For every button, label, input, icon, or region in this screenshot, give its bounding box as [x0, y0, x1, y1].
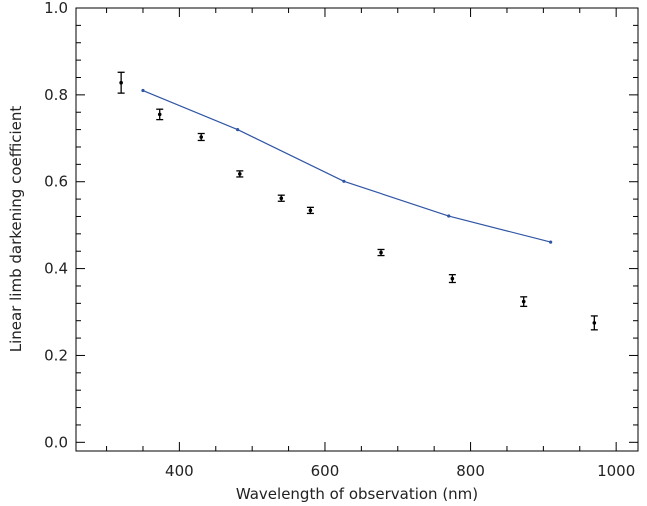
data-marks: [117, 71, 598, 331]
data-point: [521, 299, 526, 304]
data-point: [199, 135, 204, 139]
y-tick-label: 0.2: [44, 346, 68, 364]
x-tick-label: 600: [311, 462, 340, 480]
x-tick-label: 400: [165, 462, 194, 480]
axis-ticks: [76, 7, 638, 451]
data-point: [592, 321, 597, 325]
y-tick-label: 0.0: [44, 433, 68, 451]
model-point: [549, 240, 553, 244]
data-point: [279, 196, 284, 201]
model-point: [141, 88, 145, 93]
x-tick-label: 1000: [597, 462, 635, 480]
x-tick-label: 800: [456, 462, 485, 480]
y-axis-title: Linear limb darkening coefficient: [7, 106, 25, 353]
y-tick-label: 0.6: [44, 173, 68, 191]
y-tick-label: 0.4: [44, 260, 68, 278]
data-point: [379, 250, 383, 255]
model-point: [236, 128, 240, 132]
data-point: [119, 80, 123, 85]
model-point: [342, 179, 346, 183]
y-tick-label: 1.0: [44, 0, 68, 17]
data-point: [308, 208, 313, 213]
data-point: [157, 112, 162, 117]
data-point: [237, 172, 242, 176]
y-tick-label: 0.8: [44, 86, 68, 104]
plot-frame: [75, 7, 639, 452]
x-axis-title: Wavelength of observation (nm): [236, 485, 478, 503]
data-point: [450, 276, 455, 281]
tick-labels: 400 600 800 1000 0.0 0.2 0.4 0.6 0.8 1.0: [44, 0, 635, 480]
model-point: [447, 214, 451, 218]
model-line: [142, 89, 551, 243]
